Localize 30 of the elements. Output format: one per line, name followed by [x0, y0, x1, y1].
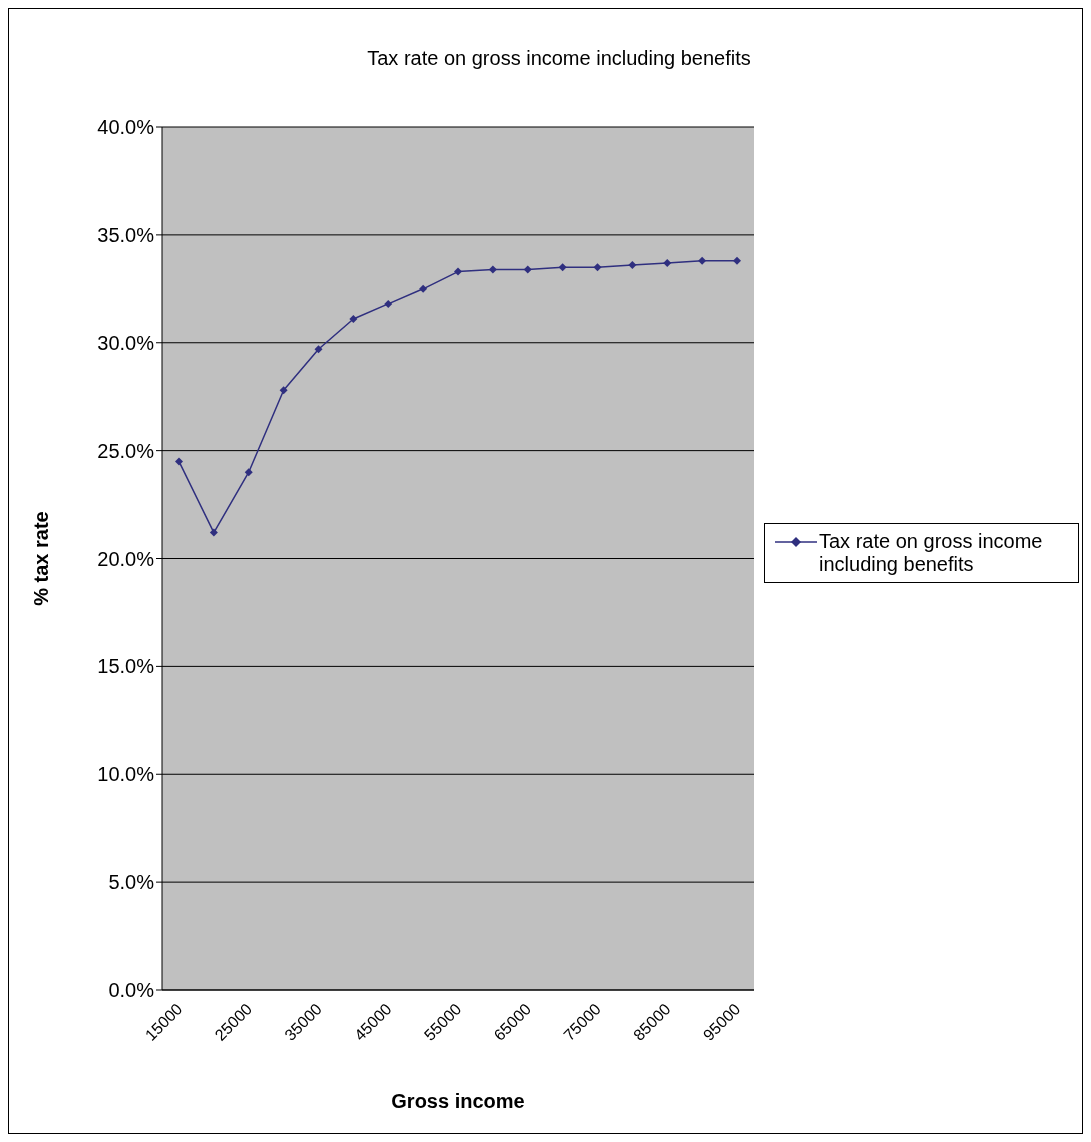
x-axis-title: Gross income [391, 1090, 525, 1112]
point [733, 256, 741, 265]
point [663, 258, 672, 267]
point [279, 386, 288, 395]
y-tick-label: 35.0% [97, 223, 155, 246]
point [349, 315, 358, 324]
point [314, 345, 323, 354]
point [384, 299, 393, 308]
y-axis-title: % tax rate [30, 511, 53, 606]
chart-title: Tax rate on gross income including benefits [366, 47, 752, 70]
y-tick-label: 40.0% [97, 116, 155, 139]
point [244, 468, 253, 477]
point [209, 528, 218, 537]
point [175, 457, 183, 466]
point [419, 284, 428, 293]
point [593, 263, 602, 272]
point [523, 265, 532, 274]
point [488, 265, 497, 274]
y-tick-label: 30.0% [97, 331, 155, 354]
legend-label: Tax rate on gross income including benefits [819, 530, 1044, 576]
y-tick-label: 10.0% [97, 763, 155, 786]
point [698, 256, 707, 265]
point [628, 261, 637, 270]
y-tick-label: 15.0% [97, 655, 155, 678]
point [454, 267, 462, 276]
y-tick-label: 25.0% [97, 439, 155, 462]
point [558, 263, 567, 272]
y-tick-label: 20.0% [97, 547, 155, 570]
y-tick-label: 0.0% [108, 979, 155, 1002]
y-tick-label: 5.0% [108, 871, 155, 894]
